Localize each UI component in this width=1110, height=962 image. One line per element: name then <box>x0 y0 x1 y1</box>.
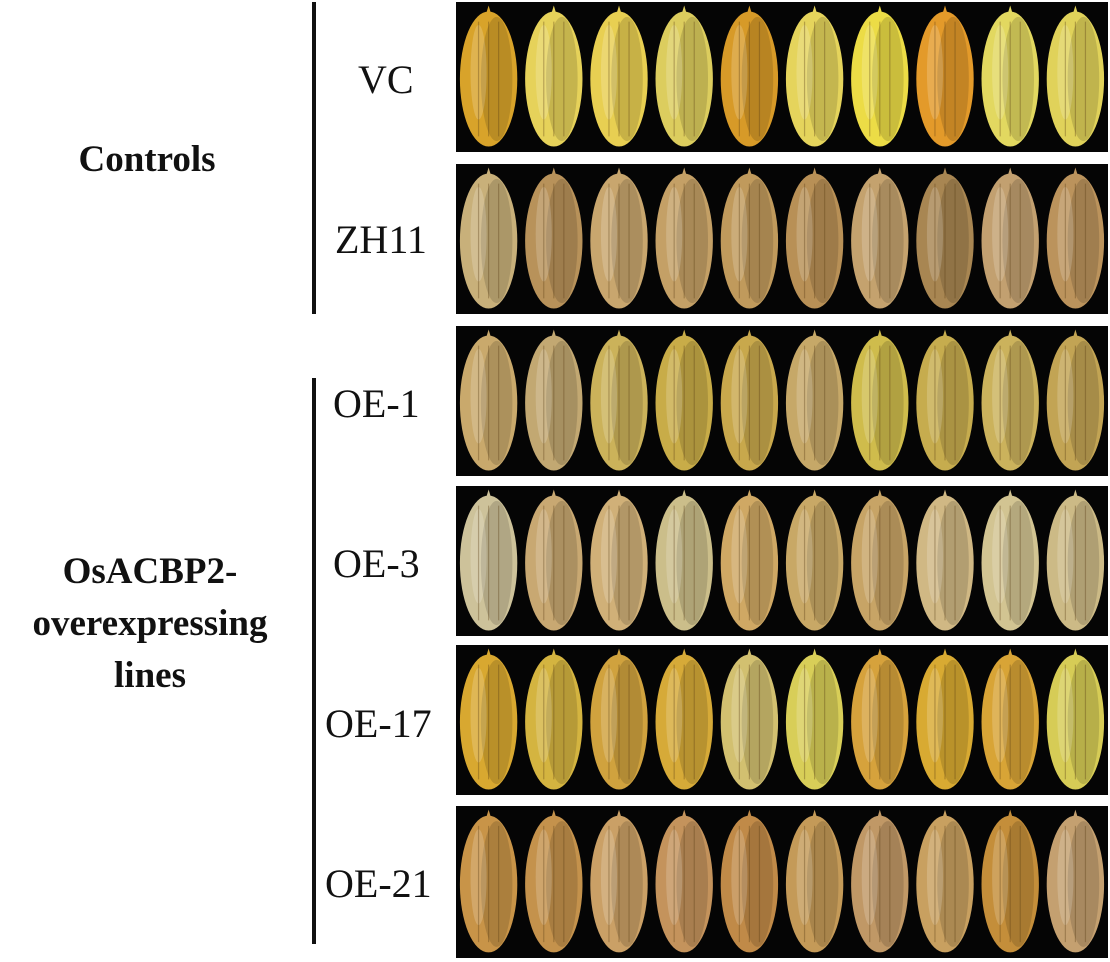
rice-grain <box>655 648 713 790</box>
rice-grain <box>981 5 1039 147</box>
rice-grain <box>916 648 974 790</box>
rice-grain <box>981 648 1039 790</box>
grain-panel-oe3 <box>456 486 1108 636</box>
rice-grain <box>981 809 1039 953</box>
rice-grain <box>1046 329 1105 471</box>
rice-grain <box>1046 809 1105 953</box>
group-label-controls: Controls <box>78 139 216 180</box>
rice-grain <box>916 489 974 631</box>
row-label-vc: VC <box>358 57 414 102</box>
rice-grain <box>655 809 713 953</box>
group-label-line-3: lines <box>114 655 186 696</box>
rice-grain <box>525 167 583 309</box>
rice-grain <box>590 167 648 309</box>
rice-grain <box>785 809 844 953</box>
rice-grain <box>785 329 844 471</box>
rice-grain <box>720 809 779 953</box>
rice-grain <box>525 489 583 631</box>
rice-grain <box>459 489 518 631</box>
grain-panel-vc <box>456 2 1108 152</box>
rice-grain <box>981 489 1039 631</box>
rice-grain <box>851 809 909 953</box>
rice-grain <box>851 329 909 471</box>
grain-photo <box>459 329 1105 471</box>
rice-grain <box>916 5 974 147</box>
rice-grain <box>916 809 974 953</box>
controls-bracket <box>312 2 316 314</box>
rice-grain <box>851 5 909 147</box>
rice-grain <box>720 167 779 309</box>
rice-grain <box>525 809 583 953</box>
rice-grain <box>1046 5 1105 147</box>
rice-grain <box>655 5 713 147</box>
grain-photo <box>459 809 1105 953</box>
rice-grain <box>525 329 583 471</box>
row-label-oe17: OE-17 <box>325 701 432 746</box>
rice-grain <box>916 329 974 471</box>
rice-grain <box>720 329 779 471</box>
rice-grain <box>590 329 648 471</box>
row-label-oe3: OE-3 <box>333 541 420 586</box>
grain-photo <box>459 5 1105 147</box>
rice-grain <box>1046 167 1105 309</box>
rice-grain <box>851 648 909 790</box>
rice-grain <box>916 167 974 309</box>
grain-panel-oe17 <box>456 645 1108 795</box>
row-label-zh11: ZH11 <box>335 217 427 262</box>
grain-photo <box>459 167 1105 309</box>
rice-grain <box>720 5 779 147</box>
rice-grain <box>851 167 909 309</box>
overexpressing-bracket <box>312 378 316 944</box>
rice-grain <box>459 5 518 147</box>
grain-panel-zh11 <box>456 164 1108 314</box>
group-label-line-2: overexpressing <box>32 603 268 644</box>
rice-grain <box>720 648 779 790</box>
rice-grain <box>459 329 518 471</box>
grain-photo <box>459 489 1105 631</box>
grain-panel-oe21 <box>456 806 1108 958</box>
rice-grain <box>981 167 1039 309</box>
rice-grain <box>590 648 648 790</box>
row-label-oe21: OE-21 <box>325 861 432 906</box>
rice-grain <box>459 809 518 953</box>
rice-grain <box>525 648 583 790</box>
rice-grain <box>720 489 779 631</box>
grain-photo <box>459 648 1105 790</box>
rice-grain <box>525 5 583 147</box>
rice-grain <box>655 167 713 309</box>
rice-grain <box>785 489 844 631</box>
rice-grain <box>851 489 909 631</box>
group-label-line-1: OsACBP2- <box>62 551 238 592</box>
rice-grain <box>981 329 1039 471</box>
group-label-overexpressing: OsACBP2- overexpressing lines <box>0 546 300 702</box>
rice-grain <box>590 5 648 147</box>
rice-grain <box>655 329 713 471</box>
rice-grain <box>1046 648 1105 790</box>
rice-grain <box>655 489 713 631</box>
grain-panel-oe1 <box>456 326 1108 476</box>
rice-grain <box>785 167 844 309</box>
rice-grain <box>1046 489 1105 631</box>
rice-grain <box>785 648 844 790</box>
rice-grain <box>590 809 648 953</box>
row-label-oe1: OE-1 <box>333 381 420 426</box>
rice-grain <box>459 167 518 309</box>
rice-grain <box>785 5 844 147</box>
rice-grain <box>590 489 648 631</box>
rice-grain <box>459 648 518 790</box>
